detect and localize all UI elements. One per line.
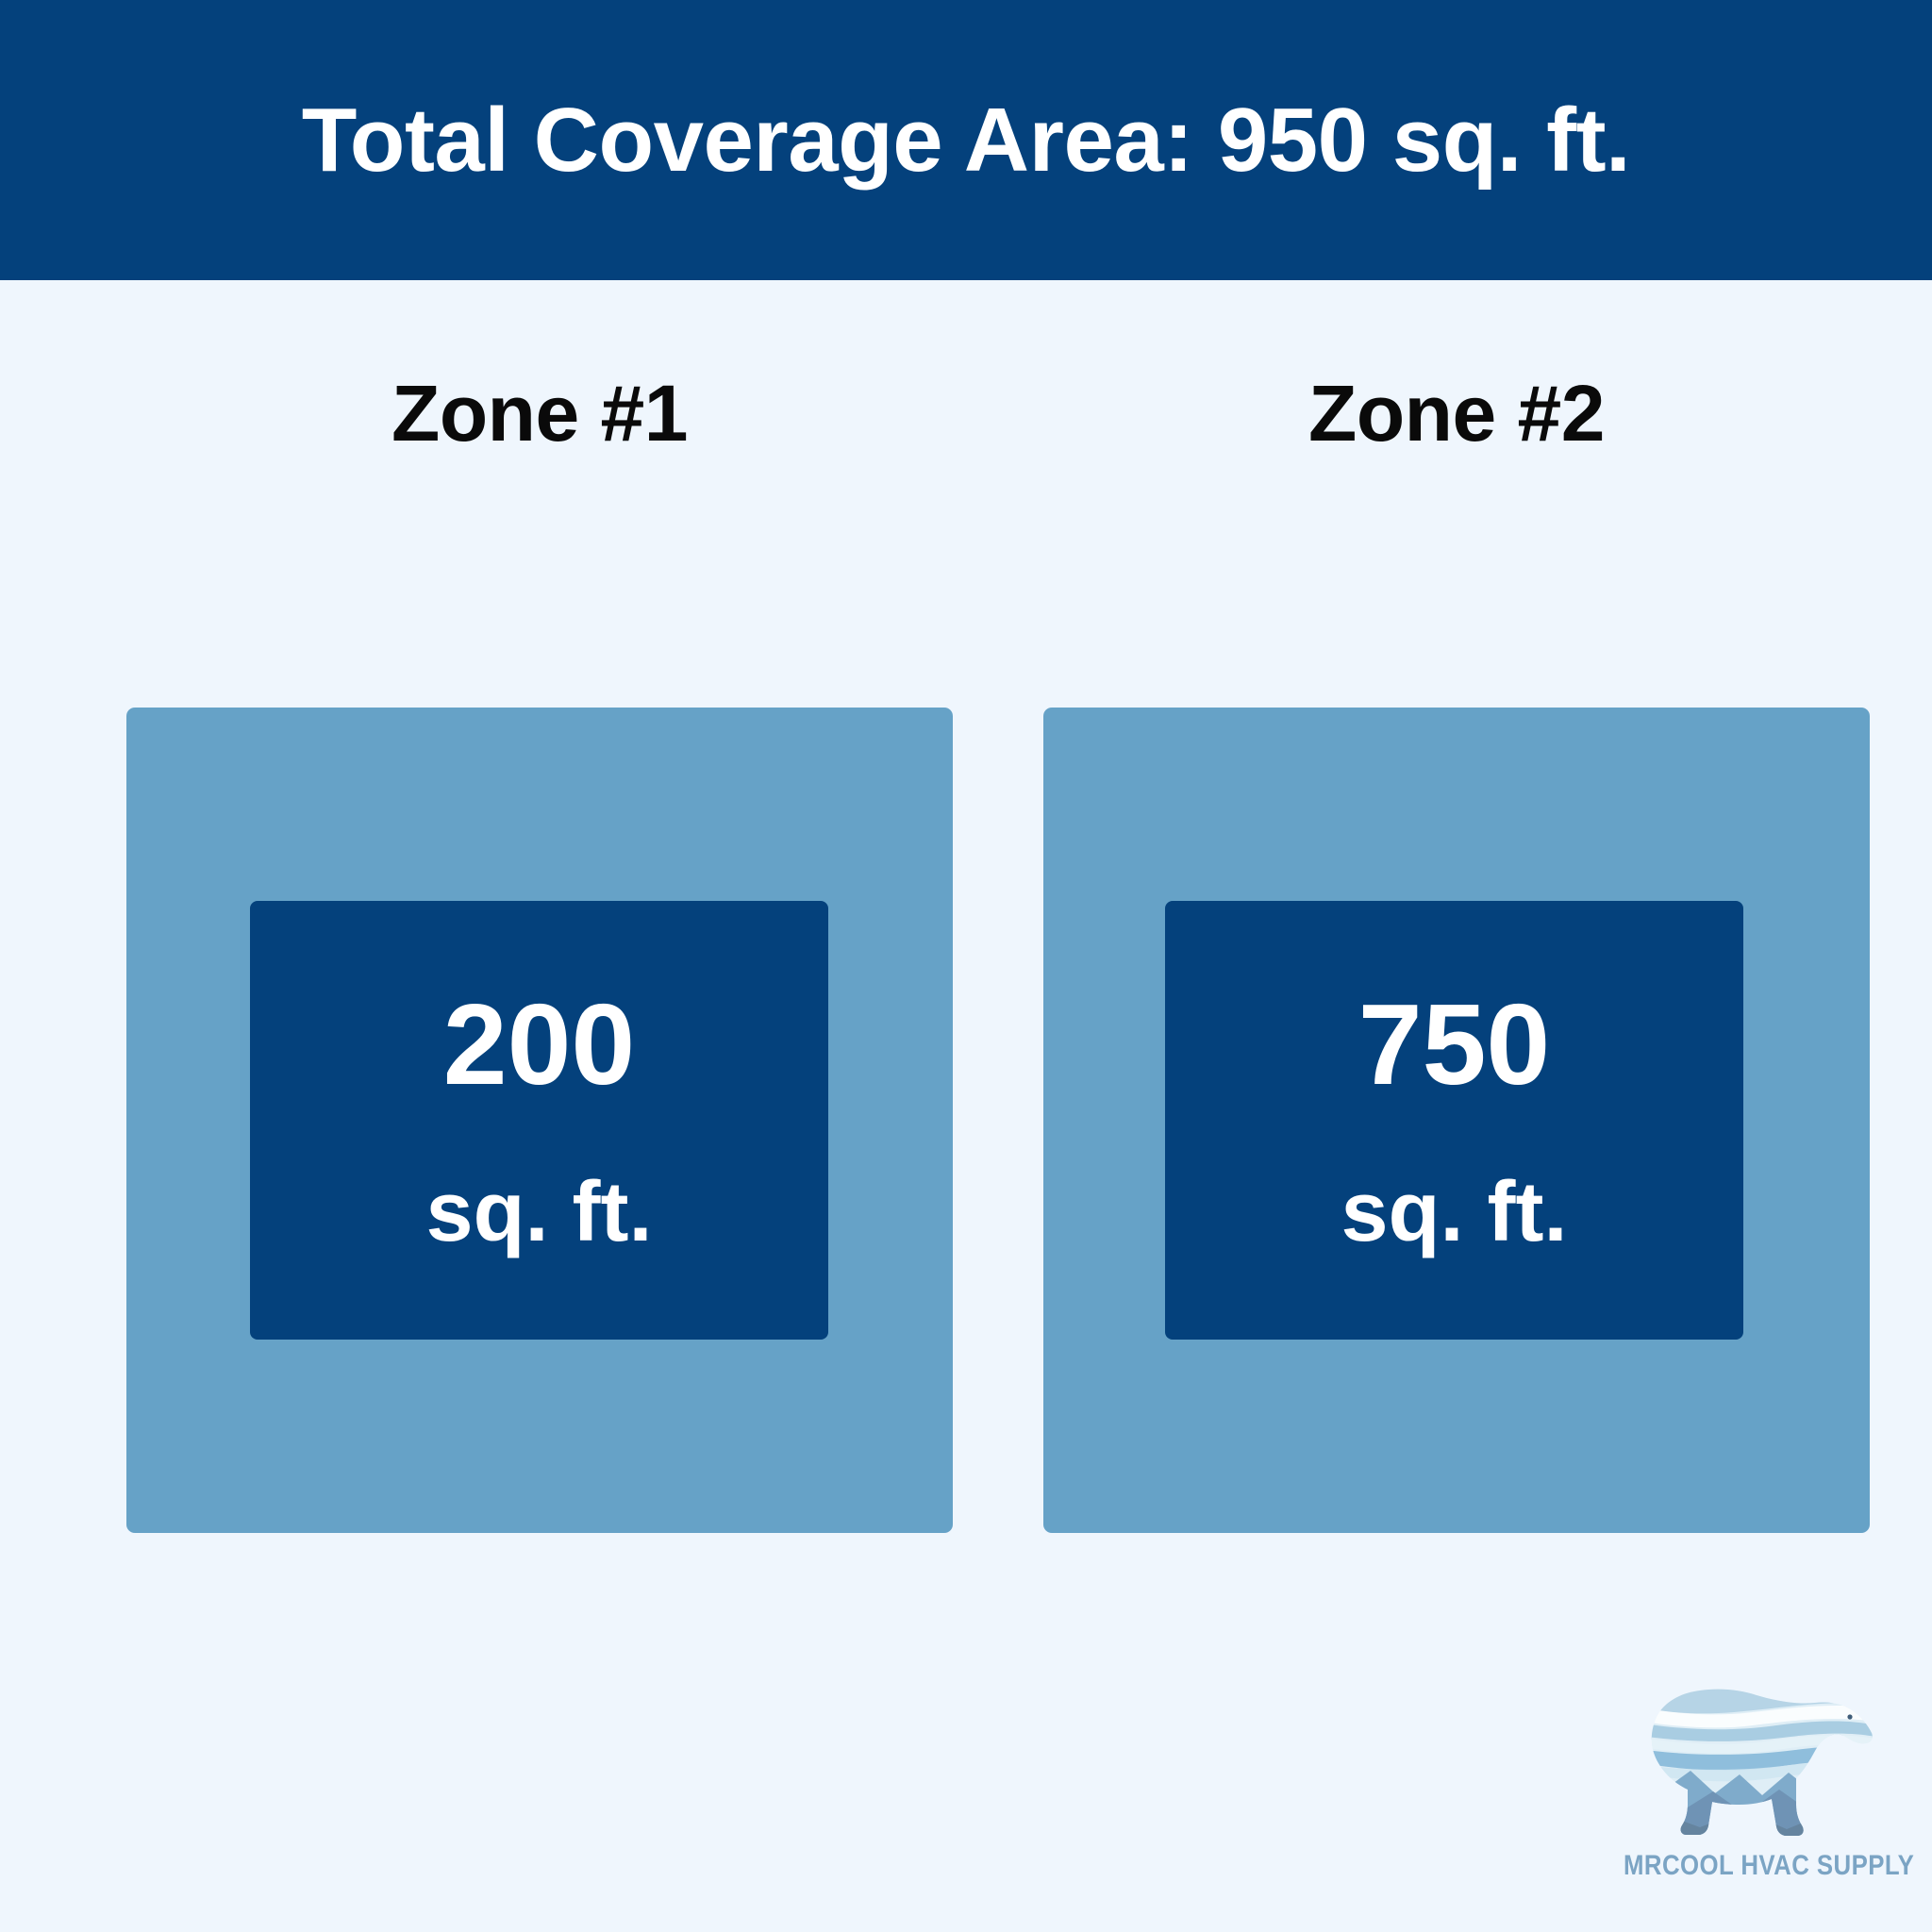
header-banner: Total Coverage Area: 950 sq. ft.	[0, 0, 1932, 280]
zone-unit-2: sq. ft.	[1341, 1164, 1568, 1259]
zone-unit-1: sq. ft.	[425, 1164, 653, 1259]
page-title: Total Coverage Area: 950 sq. ft.	[301, 89, 1631, 191]
zone-inner-area-2: 750 sq. ft.	[1165, 901, 1743, 1340]
zone-value-2: 750	[1357, 979, 1551, 1108]
zones-area: Zone #1 200 sq. ft. Zone #2 750 sq. ft.	[0, 280, 1932, 1932]
zone-label-1: Zone #1	[391, 369, 688, 458]
logo-wordmark: MRCOOL HVAC SUPPLY	[1624, 1850, 1915, 1881]
zone-inner-area-1: 200 sq. ft.	[250, 901, 828, 1340]
zone-label-2: Zone #2	[1308, 369, 1605, 458]
brand-logo: MRCOOL HVAC SUPPLY	[1604, 1684, 1915, 1891]
polar-bear-logo-icon	[1621, 1684, 1875, 1852]
zone-outer-area-1: 200 sq. ft.	[126, 708, 953, 1533]
zone-outer-area-2: 750 sq. ft.	[1043, 708, 1870, 1533]
zone-value-1: 200	[442, 979, 636, 1108]
